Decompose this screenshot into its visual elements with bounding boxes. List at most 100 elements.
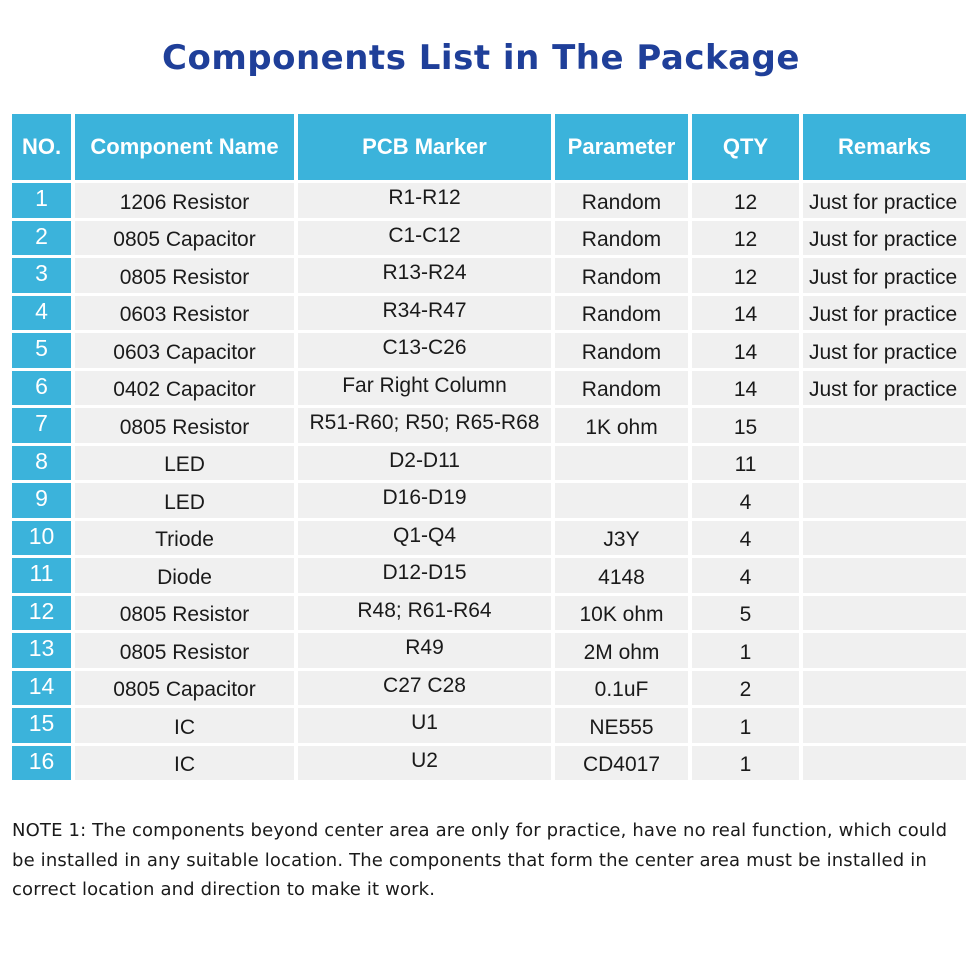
cell-pcb-marker: D2-D11 <box>298 445 551 480</box>
cell-remarks <box>803 558 966 593</box>
cell-parameter: NE555 <box>555 708 688 743</box>
cell-parameter <box>555 483 688 518</box>
cell-pcb-marker: R48; R61-R64 <box>298 595 551 630</box>
components-table: NO. Component Name PCB Marker Parameter … <box>8 111 970 783</box>
table-header-row: NO. Component Name PCB Marker Parameter … <box>12 114 966 180</box>
cell-component-name: 0805 Resistor <box>75 595 294 630</box>
cell-parameter: 10K ohm <box>555 595 688 630</box>
cell-qty: 14 <box>692 333 799 368</box>
cell-no: 13 <box>12 633 71 668</box>
cell-component-name: IC <box>75 708 294 743</box>
cell-no: 4 <box>12 295 71 330</box>
cell-qty: 1 <box>692 633 799 668</box>
header-parameter: Parameter <box>555 114 688 180</box>
cell-pcb-marker: D12-D15 <box>298 558 551 593</box>
cell-qty: 1 <box>692 708 799 743</box>
table-row: 9 LED D16-D19 4 <box>12 483 966 518</box>
cell-remarks: Just for practice <box>803 295 966 330</box>
cell-component-name: 0603 Capacitor <box>75 333 294 368</box>
cell-remarks <box>803 445 966 480</box>
cell-remarks <box>803 633 966 668</box>
cell-remarks <box>803 708 966 743</box>
cell-component-name: 0805 Capacitor <box>75 220 294 255</box>
cell-no: 7 <box>12 408 71 443</box>
table-row: 13 0805 Resistor R49 2M ohm 1 <box>12 633 966 668</box>
cell-pcb-marker: R51-R60; R50; R65-R68 <box>298 408 551 443</box>
table-row: 10 Triode Q1-Q4 J3Y 4 <box>12 520 966 555</box>
cell-remarks: Just for practice <box>803 258 966 293</box>
cell-no: 10 <box>12 520 71 555</box>
cell-no: 11 <box>12 558 71 593</box>
cell-qty: 11 <box>692 445 799 480</box>
cell-component-name: 0402 Capacitor <box>75 370 294 405</box>
header-qty: QTY <box>692 114 799 180</box>
cell-remarks: Just for practice <box>803 220 966 255</box>
cell-remarks: Just for practice <box>803 370 966 405</box>
cell-remarks <box>803 595 966 630</box>
cell-parameter: Random <box>555 258 688 293</box>
cell-component-name: LED <box>75 483 294 518</box>
cell-component-name: Triode <box>75 520 294 555</box>
table-row: 12 0805 Resistor R48; R61-R64 10K ohm 5 <box>12 595 966 630</box>
cell-parameter: 4148 <box>555 558 688 593</box>
cell-pcb-marker: D16-D19 <box>298 483 551 518</box>
cell-parameter: Random <box>555 333 688 368</box>
cell-remarks <box>803 670 966 705</box>
cell-qty: 15 <box>692 408 799 443</box>
table-row: 4 0603 Resistor R34-R47 Random 14 Just for pr… <box>12 295 966 330</box>
cell-parameter <box>555 445 688 480</box>
cell-no: 15 <box>12 708 71 743</box>
cell-no: 12 <box>12 595 71 630</box>
cell-qty: 14 <box>692 295 799 330</box>
cell-no: 1 <box>12 183 71 218</box>
cell-parameter: Random <box>555 370 688 405</box>
cell-qty: 12 <box>692 220 799 255</box>
cell-component-name: IC <box>75 745 294 780</box>
cell-remarks <box>803 520 966 555</box>
cell-parameter: Random <box>555 295 688 330</box>
cell-qty: 14 <box>692 370 799 405</box>
cell-pcb-marker: Q1-Q4 <box>298 520 551 555</box>
cell-remarks <box>803 745 966 780</box>
cell-component-name: Diode <box>75 558 294 593</box>
cell-no: 6 <box>12 370 71 405</box>
cell-parameter: 0.1uF <box>555 670 688 705</box>
cell-component-name: 0805 Resistor <box>75 633 294 668</box>
table-row: 11 Diode D12-D15 4148 4 <box>12 558 966 593</box>
cell-no: 16 <box>12 745 71 780</box>
header-no: NO. <box>12 114 71 180</box>
cell-component-name: 0805 Resistor <box>75 408 294 443</box>
table-body: 1 1206 Resistor R1-R12 Random 12 Just for pra… <box>12 183 966 780</box>
cell-pcb-marker: C1-C12 <box>298 220 551 255</box>
table-row: 2 0805 Capacitor C1-C12 Random 12 Just for pr… <box>12 220 966 255</box>
header-component-name: Component Name <box>75 114 294 180</box>
cell-no: 14 <box>12 670 71 705</box>
table-row: 5 0603 Capacitor C13-C26 Random 14 Just for p… <box>12 333 966 368</box>
cell-pcb-marker: R49 <box>298 633 551 668</box>
cell-pcb-marker: U1 <box>298 708 551 743</box>
header-pcb-marker: PCB Marker <box>298 114 551 180</box>
cell-qty: 4 <box>692 520 799 555</box>
cell-qty: 1 <box>692 745 799 780</box>
cell-parameter: Random <box>555 183 688 218</box>
table-row: 8 LED D2-D11 11 <box>12 445 966 480</box>
cell-parameter: 2M ohm <box>555 633 688 668</box>
cell-no: 3 <box>12 258 71 293</box>
table-row: 14 0805 Capacitor C27 C28 0.1uF 2 <box>12 670 966 705</box>
cell-parameter: 1K ohm <box>555 408 688 443</box>
cell-no: 2 <box>12 220 71 255</box>
table-row: 16 IC U2 CD4017 1 <box>12 745 966 780</box>
cell-pcb-marker: R1-R12 <box>298 183 551 218</box>
cell-pcb-marker: R34-R47 <box>298 295 551 330</box>
cell-qty: 12 <box>692 183 799 218</box>
cell-pcb-marker: C13-C26 <box>298 333 551 368</box>
cell-parameter: J3Y <box>555 520 688 555</box>
header-remarks: Remarks <box>803 114 966 180</box>
cell-no: 8 <box>12 445 71 480</box>
cell-remarks: Just for practice <box>803 183 966 218</box>
cell-no: 5 <box>12 333 71 368</box>
cell-parameter: CD4017 <box>555 745 688 780</box>
cell-qty: 4 <box>692 483 799 518</box>
cell-component-name: 1206 Resistor <box>75 183 294 218</box>
cell-qty: 2 <box>692 670 799 705</box>
